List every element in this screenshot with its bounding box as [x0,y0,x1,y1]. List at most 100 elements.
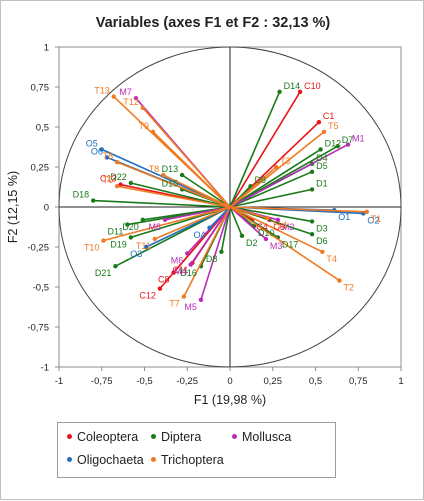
legend-item-coleoptera: Coleoptera [67,430,138,444]
y-tick-label: -0,5 [33,283,49,294]
point-t11 [152,236,157,242]
point-label-o3: O3 [130,249,142,259]
chart-legend: Coleoptera Diptera Mollusca Oligochaeta Tric… [57,422,336,478]
vector-t9 [152,131,231,208]
point-label-d18: D18 [73,190,90,200]
point-label-c4: C4 [256,222,268,232]
x-axis-label: F1 (19,98 %) [194,393,266,407]
chart-title: Variables (axes F1 et F2 : 32,13 %) [96,15,331,31]
point-label-t8: T8 [103,151,114,161]
vector-t1 [229,206,367,213]
vector-t6 [116,185,231,208]
vector-d13 [181,174,231,208]
vector-t7 [183,206,231,297]
point-m1 [345,142,351,147]
point-d14 [277,89,282,95]
vector-m5 [200,206,231,301]
y-tick-label: 0,5 [36,123,49,134]
point-label-t4: T4 [326,254,337,264]
point-d21 [113,264,118,269]
point-label-t5: T5 [328,121,339,131]
vector-d3 [229,206,313,223]
point-label-c10: C10 [304,81,321,91]
legend-marker [232,434,237,440]
vector-d2 [229,206,243,237]
point-label-o5: O5 [86,138,98,148]
y-tick-label: 1 [44,43,49,54]
point-m7 [133,96,139,101]
point-label-d10: D10 [258,228,275,238]
point-d6 [309,232,315,237]
point-label-m4: M4 [174,267,187,277]
point-label-d22: D22 [110,172,127,182]
point-d2 [239,233,245,238]
vector-m1 [229,143,349,208]
point-label-t13: T13 [94,86,110,96]
vector-t12 [142,107,231,208]
point-label-d11: D11 [108,227,124,237]
point-d18 [91,198,96,203]
y-tick-label: 0,75 [31,83,50,94]
point-label-d14: D14 [284,81,301,91]
point-d22 [128,180,134,186]
point-label-m5: M5 [184,302,197,312]
vector-t2 [229,206,340,282]
point-label-d5: D5 [316,161,328,171]
point-label-c5: C5 [273,222,285,232]
legend-label: Trichoptera [161,453,224,467]
vector-d12 [229,148,322,208]
point-label-c1: C1 [323,111,335,121]
legend-marker [67,434,72,440]
point-label-o2: O2 [367,215,379,225]
point-label-d15: D15 [162,178,179,188]
point-label-d12: D12 [325,138,342,148]
point-label-t2: T2 [343,283,354,293]
vector-d18 [93,199,231,208]
legend-marker [67,457,72,463]
point-t13 [111,94,116,99]
point-d8 [219,249,224,254]
point-label-m3: M3 [270,241,283,251]
point-label-t6: T6 [103,175,114,185]
point-label-t12: T12 [123,97,139,107]
vector-t4 [229,206,323,253]
x-tick-label: 0,5 [309,376,322,387]
point-label-d4: D4 [316,153,328,163]
point-t10 [101,238,106,243]
vector-d8 [220,206,231,252]
point-o5 [99,147,104,152]
vector-o4 [208,206,231,229]
legend-label: Coleoptera [77,430,139,444]
point-c1 [316,120,322,125]
vector-m4 [190,206,231,266]
point-d11 [125,222,130,227]
point-t5 [321,129,327,134]
point-label-t9: T9 [139,121,150,131]
vector-t10 [103,206,231,242]
point-label-m1: M1 [352,134,365,144]
vector-d22 [130,182,231,208]
vector-t5 [229,131,325,208]
vector-c10 [229,91,301,208]
point-d19 [128,235,134,240]
point-m3 [263,236,269,242]
point-label-c13: C13 [100,174,117,184]
point-label-t10: T10 [84,243,100,253]
point-t4 [320,249,325,254]
legend-item-trichoptera: Trichoptera [151,453,224,467]
y-tick-label: 0 [44,203,49,214]
point-label-d3: D3 [316,223,328,233]
point-t8 [161,172,166,178]
point-d5 [309,169,315,174]
point-label-d7: D7 [342,135,354,145]
point-t7 [181,294,187,299]
point-label-m7: M7 [119,87,132,97]
point-o3 [144,244,149,250]
vector-t8 [162,174,231,208]
y-axis-label: F2 (12,15 %) [6,171,20,243]
point-label-o1: O1 [338,212,350,222]
y-tick-label: -0,75 [27,323,49,334]
point-label-c11: C11 [173,265,189,275]
point-label-d9: D9 [255,175,267,185]
legend-item-mollusca: Mollusca [232,430,291,444]
